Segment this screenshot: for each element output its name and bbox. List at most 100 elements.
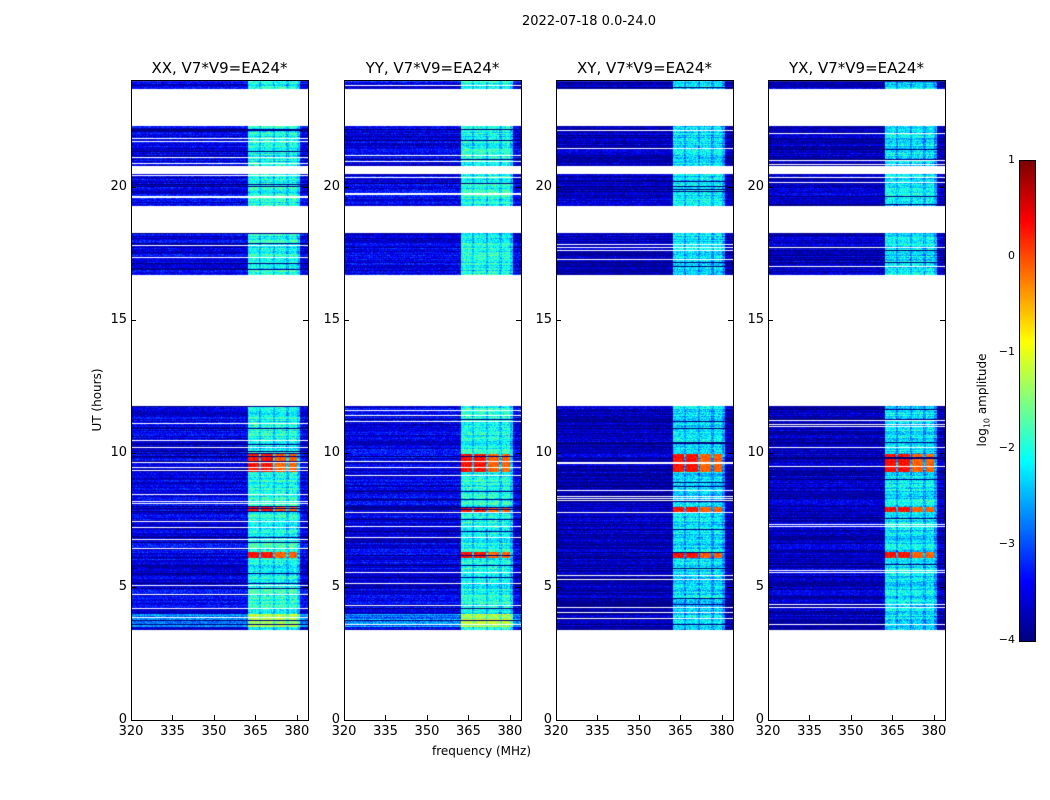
colorbar-tick-label: −4: [998, 633, 1015, 646]
y-tick-mark: [516, 453, 521, 455]
x-tick-label: 380: [284, 724, 310, 739]
x-tick-mark: [809, 715, 811, 720]
x-tick-label: 320: [755, 724, 781, 739]
panel-title: XY, V7*V9=EA24*: [577, 59, 712, 77]
panel-title: XX, V7*V9=EA24*: [151, 59, 288, 77]
y-tick-mark: [728, 186, 733, 188]
x-tick-label: 335: [797, 724, 822, 739]
x-tick-mark: [255, 715, 257, 720]
x-tick-mark: [850, 715, 852, 720]
x-tick-mark: [468, 715, 470, 720]
y-tick-mark: [768, 586, 773, 588]
y-tick-mark: [768, 320, 773, 321]
y-tick-label: 15: [323, 312, 340, 327]
heatmap-3: [556, 80, 733, 720]
y-tick-mark: [131, 320, 136, 321]
x-tick-mark: [426, 715, 428, 720]
x-tick-label: 350: [626, 724, 652, 739]
y-tick-mark: [940, 453, 945, 455]
x-tick-label: 380: [709, 724, 735, 739]
x-tick-mark: [556, 715, 557, 720]
y-tick-mark: [940, 720, 945, 721]
x-tick-mark: [213, 715, 215, 720]
y-tick-mark: [728, 586, 733, 588]
y-tick-mark: [131, 720, 136, 721]
y-tick-label: 0: [755, 712, 764, 727]
y-tick-mark: [556, 320, 561, 321]
axes-frame: [344, 80, 522, 721]
x-tick-label: 365: [456, 724, 481, 739]
colorbar-tick-label: −3: [998, 537, 1015, 550]
axes-frame: [131, 80, 309, 721]
y-tick-mark: [131, 453, 136, 455]
colorbar-tick-label: 0: [1008, 249, 1015, 262]
figure-title: 2022-07-18 0.0-24.0: [522, 14, 656, 29]
heatmap-2: [344, 80, 521, 720]
y-tick-label: 10: [747, 445, 764, 461]
x-tick-label: 380: [921, 724, 947, 739]
y-tick-label: 0: [331, 712, 340, 727]
y-tick-label: 10: [110, 445, 127, 461]
y-tick-mark: [303, 320, 308, 321]
x-tick-label: 380: [497, 724, 523, 739]
x-tick-label: 320: [543, 724, 569, 739]
x-tick-label: 350: [201, 724, 227, 739]
x-tick-label: 335: [585, 724, 610, 739]
y-tick-label: 20: [535, 178, 552, 194]
y-tick-label: 15: [747, 312, 764, 327]
y-tick-mark: [728, 453, 733, 455]
y-tick-mark: [556, 186, 561, 188]
y-tick-label: 0: [543, 712, 552, 727]
axes-frame: [768, 80, 946, 721]
y-tick-mark: [728, 720, 733, 721]
colorbar-tick-label: −1: [998, 345, 1015, 358]
y-tick-label: 0: [118, 712, 127, 727]
y-tick-mark: [768, 720, 773, 721]
x-tick-label: 350: [838, 724, 864, 739]
y-tick-mark: [940, 320, 945, 321]
y-tick-label: 10: [323, 445, 340, 461]
y-tick-mark: [768, 453, 773, 455]
x-axis-label: frequency (MHz): [432, 744, 532, 758]
y-tick-mark: [940, 186, 945, 188]
x-tick-label: 320: [331, 724, 357, 739]
y-tick-mark: [516, 586, 521, 588]
x-tick-label: 335: [160, 724, 185, 739]
y-tick-mark: [344, 586, 349, 588]
y-tick-mark: [303, 453, 308, 455]
x-tick-label: 350: [414, 724, 440, 739]
y-tick-label: 20: [323, 178, 340, 194]
y-tick-mark: [303, 586, 308, 588]
y-tick-mark: [556, 720, 561, 721]
x-tick-mark: [892, 715, 894, 720]
x-tick-mark: [131, 715, 132, 720]
y-tick-label: 5: [543, 578, 552, 594]
x-tick-mark: [509, 715, 511, 720]
y-tick-label: 5: [331, 578, 340, 594]
y-tick-mark: [344, 720, 349, 721]
y-tick-mark: [303, 720, 308, 721]
y-tick-mark: [516, 186, 521, 188]
panel-title: YX, V7*V9=EA24*: [789, 59, 924, 77]
y-tick-mark: [768, 186, 773, 188]
y-tick-label: 15: [535, 312, 552, 327]
y-tick-label: 15: [110, 312, 127, 327]
x-tick-label: 365: [668, 724, 693, 739]
y-tick-mark: [344, 186, 349, 188]
heatmap-4: [768, 80, 945, 720]
colorbar: [1019, 160, 1036, 642]
x-tick-label: 335: [373, 724, 398, 739]
y-tick-mark: [556, 586, 561, 588]
x-tick-label: 365: [880, 724, 905, 739]
y-tick-mark: [728, 320, 733, 321]
colorbar-label: log10 amplitude: [975, 353, 992, 447]
y-tick-mark: [344, 320, 349, 321]
y-tick-label: 20: [747, 178, 764, 194]
y-tick-label: 5: [118, 578, 127, 594]
x-tick-mark: [768, 715, 769, 720]
y-tick-label: 5: [755, 578, 764, 594]
x-tick-mark: [344, 715, 345, 720]
y-tick-mark: [131, 586, 136, 588]
y-tick-mark: [131, 186, 136, 188]
